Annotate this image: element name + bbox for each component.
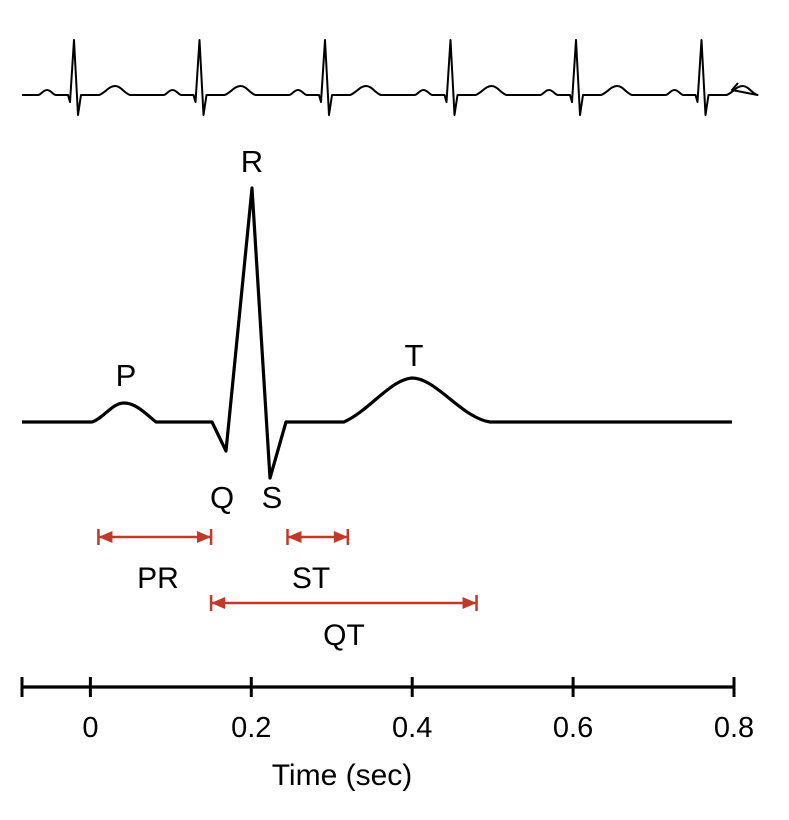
interval-arrowhead (287, 531, 302, 543)
time-axis-ticks: 0 0.2 0.4 0.6 0.8 (20, 677, 754, 744)
axis-tick-label: 0.4 (392, 712, 432, 744)
ecg-single-beat-trace (22, 186, 732, 480)
interval-arrowhead (462, 597, 477, 609)
st-interval-label: ST (292, 562, 330, 595)
qt-interval-label: QT (323, 619, 365, 652)
axis-tick-label: 0.2 (231, 712, 271, 744)
qt-interval-bracket (209, 595, 478, 611)
p-wave-label: P (116, 358, 137, 393)
time-axis-label: Time (sec) (272, 759, 413, 792)
axis-tick-label: 0.6 (553, 712, 593, 744)
ecg-rhythm-strip (22, 39, 759, 116)
st-interval-bracket (286, 529, 350, 545)
pr-interval-bracket (97, 529, 213, 545)
t-wave-label: T (405, 338, 424, 373)
interval-arrowhead (98, 531, 113, 543)
interval-arrowhead (211, 597, 226, 609)
r-wave-label: R (241, 144, 263, 179)
interval-arrowhead (333, 531, 348, 543)
s-wave-label: S (262, 480, 283, 515)
axis-tick-label: 0 (82, 712, 98, 744)
axis-tick-label: 0.8 (714, 712, 754, 744)
interval-arrowhead (197, 531, 212, 543)
pr-interval-label: PR (137, 562, 179, 595)
q-wave-label: Q (210, 480, 234, 515)
